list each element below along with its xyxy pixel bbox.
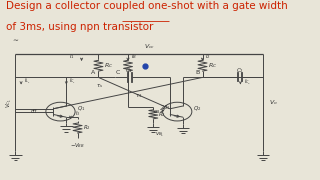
Text: off: off [31, 109, 37, 114]
Text: $2\beta_1$: $2\beta_1$ [160, 103, 171, 112]
Text: $R_C$: $R_C$ [103, 61, 113, 70]
Text: $C_2$: $C_2$ [236, 66, 244, 75]
Text: $I_3$: $I_3$ [75, 109, 80, 118]
Text: $I_1$: $I_1$ [69, 53, 75, 61]
Text: $R_2$: $R_2$ [158, 110, 166, 119]
Text: $R_2$: $R_2$ [83, 123, 91, 132]
Text: $\sim$: $\sim$ [11, 36, 20, 42]
Text: $V_{cc}$: $V_{cc}$ [144, 42, 155, 51]
Text: $-V_{BB}$: $-V_{BB}$ [70, 141, 85, 150]
Text: $\tau_3$: $\tau_3$ [135, 92, 142, 100]
Text: $V_o$: $V_o$ [268, 98, 277, 107]
Text: $I_{C_1}$: $I_{C_1}$ [69, 77, 76, 86]
Text: A: A [92, 70, 96, 75]
Text: of 3ms, using npn transistor: of 3ms, using npn transistor [6, 22, 153, 32]
Text: $V_{C_1}$: $V_{C_1}$ [4, 98, 14, 108]
Text: $\tau_s$: $\tau_s$ [96, 82, 103, 90]
Text: $I_{C_2}$: $I_{C_2}$ [244, 77, 251, 87]
Text: B: B [196, 70, 200, 75]
Text: $I_B$: $I_B$ [131, 53, 137, 61]
Text: on: on [154, 109, 160, 114]
Text: $I_2$: $I_2$ [205, 53, 211, 61]
Text: $C_1$: $C_1$ [125, 66, 133, 75]
Text: $Q_1$: $Q_1$ [76, 104, 85, 113]
Text: $I_{L_1}$: $I_{L_1}$ [24, 77, 30, 86]
Text: C: C [115, 70, 120, 75]
Text: Design a collector coupled one-shot with a gate width: Design a collector coupled one-shot with… [6, 1, 287, 11]
Text: $v_{B_1}$: $v_{B_1}$ [155, 130, 164, 139]
Text: $R_C$: $R_C$ [208, 61, 217, 70]
Text: $Q_2$: $Q_2$ [193, 104, 202, 113]
